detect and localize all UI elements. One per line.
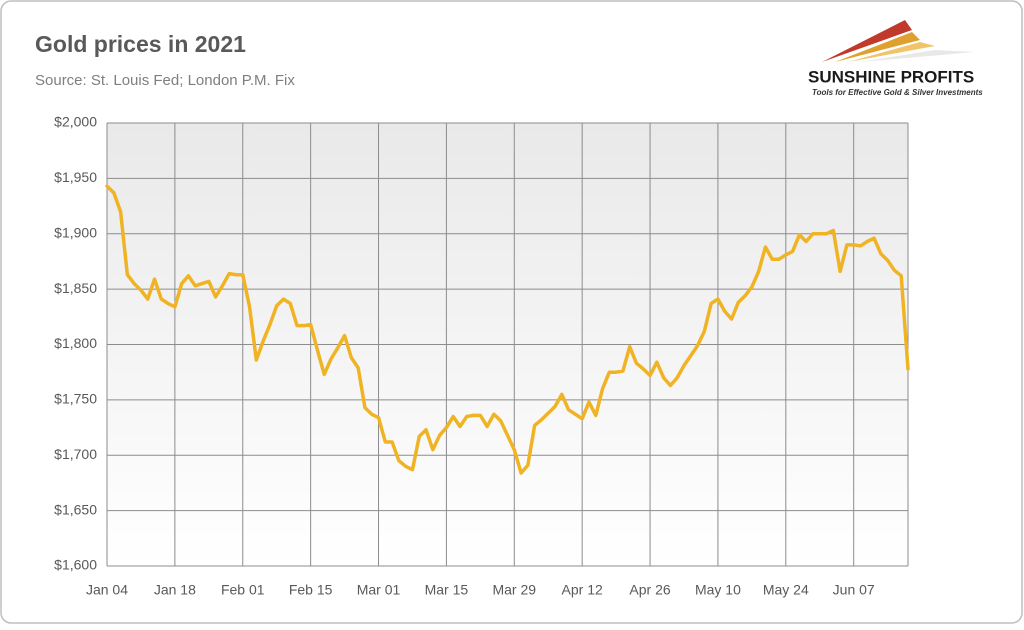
- x-tick-label: Feb 15: [289, 582, 333, 598]
- logo-ray: [835, 32, 920, 62]
- logo-tagline: Tools for Effective Gold & Silver Invest…: [812, 88, 983, 97]
- x-tick-label: Jun 07: [833, 582, 875, 598]
- y-tick-label: $1,950: [54, 169, 97, 185]
- y-tick-label: $1,850: [54, 280, 97, 296]
- y-tick-label: $1,600: [54, 557, 97, 573]
- y-tick-label: $1,650: [54, 501, 97, 517]
- x-tick-label: Mar 15: [425, 582, 469, 598]
- price-line: [105, 184, 910, 475]
- chart-title: Gold prices in 2021: [35, 31, 246, 57]
- y-tick-label: $1,700: [54, 446, 97, 462]
- logo-ray: [822, 20, 912, 62]
- logo: SUNSHINE PROFITS Tools for Effective Gol…: [808, 20, 983, 97]
- logo-ray: [860, 50, 975, 62]
- chart-subtitle: Source: St. Louis Fed; London P.M. Fix: [35, 72, 295, 89]
- y-tick-label: $1,750: [54, 391, 97, 407]
- y-tick-label: $2,000: [54, 114, 97, 130]
- x-tick-label: Mar 01: [357, 582, 401, 598]
- y-tick-label: $1,900: [54, 224, 97, 240]
- x-tick-label: Apr 26: [629, 582, 670, 598]
- x-tick-label: Mar 29: [492, 582, 536, 598]
- x-tick-label: May 24: [763, 582, 809, 598]
- x-tick-label: Jan 04: [86, 582, 128, 598]
- x-tick-label: May 10: [695, 582, 741, 598]
- x-tick-label: Apr 12: [562, 582, 603, 598]
- y-tick-label: $1,800: [54, 335, 97, 351]
- x-tick-label: Jan 18: [154, 582, 196, 598]
- logo-ray: [848, 42, 935, 62]
- x-tick-label: Feb 01: [221, 582, 265, 598]
- logo-name: SUNSHINE PROFITS: [808, 67, 974, 86]
